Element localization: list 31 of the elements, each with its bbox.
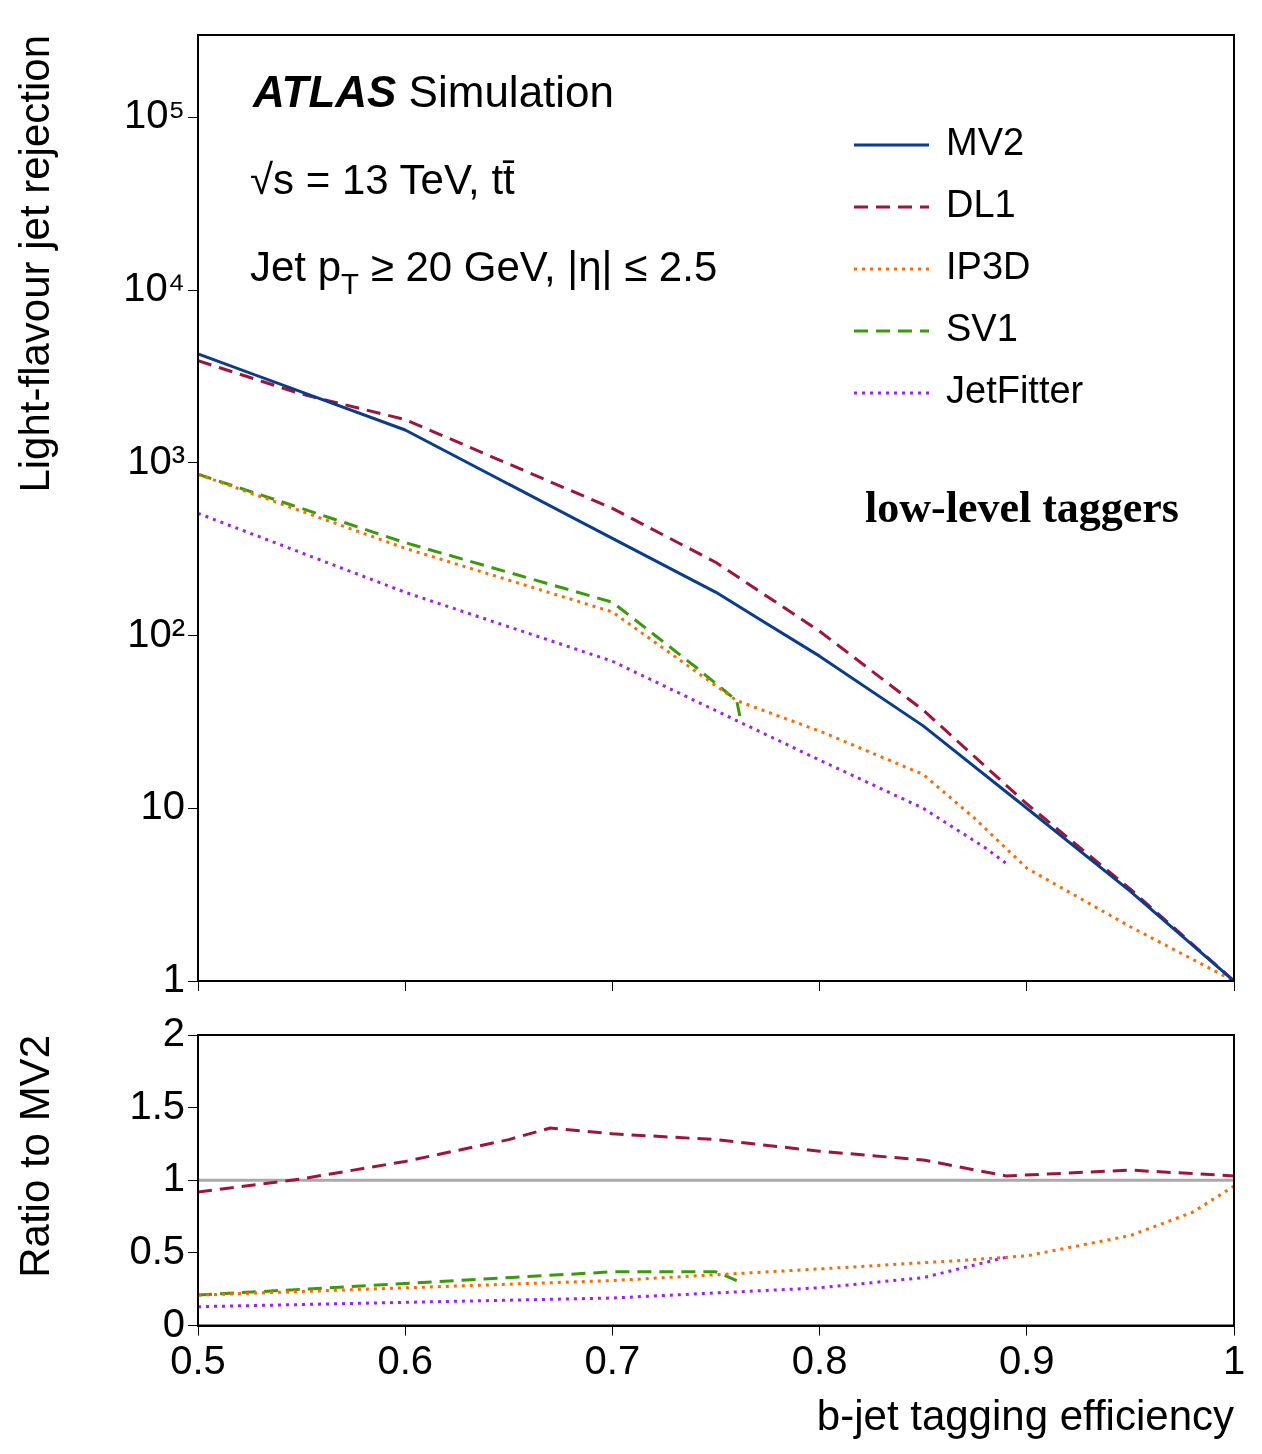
line-series [198, 1184, 1234, 1297]
legend-label: DL1 [946, 183, 1016, 226]
annotation: √s = 13 TeV, tt̄ [250, 156, 516, 203]
y-tick-label: 2 [162, 1010, 185, 1055]
y-tick-label: 1 [162, 1155, 185, 1200]
y-tick-label: 10⁴ [123, 265, 185, 310]
annotation: low-level taggers [865, 483, 1179, 532]
x-tick-label: 0.6 [377, 1337, 433, 1382]
y-tick-label: 1.5 [129, 1082, 185, 1127]
y-tick-label: 0 [162, 1300, 185, 1345]
x-tick-label: 0.8 [791, 1337, 848, 1382]
y-tick-label: 10⁵ [123, 92, 185, 137]
y-axis-title: Ratio to MV2 [10, 1035, 58, 1278]
x-axis-title: b-jet tagging efficiency [816, 1392, 1234, 1440]
line-series [198, 1255, 1008, 1309]
y-axis-title: Light-flavour jet rejection [10, 35, 58, 493]
x-tick-label: 1 [1222, 1337, 1246, 1382]
y-tick-label: 10³ [127, 437, 185, 482]
legend-label: MV2 [946, 121, 1025, 164]
x-tick-label: 0.7 [584, 1337, 641, 1382]
legend-label: JetFitter [946, 369, 1084, 412]
y-tick-label: 10² [127, 610, 185, 655]
y-tick-label: 10 [140, 783, 185, 828]
y-tick-label: 0.5 [129, 1227, 185, 1272]
annotation: ATLAS Simulation [252, 67, 615, 116]
legend-label: IP3D [946, 245, 1031, 288]
line-series [198, 1270, 739, 1297]
line-series [198, 1126, 1234, 1194]
y-tick-label: 1 [162, 956, 185, 1001]
legend-label: SV1 [946, 307, 1018, 350]
x-tick-label: 0.9 [999, 1337, 1055, 1382]
